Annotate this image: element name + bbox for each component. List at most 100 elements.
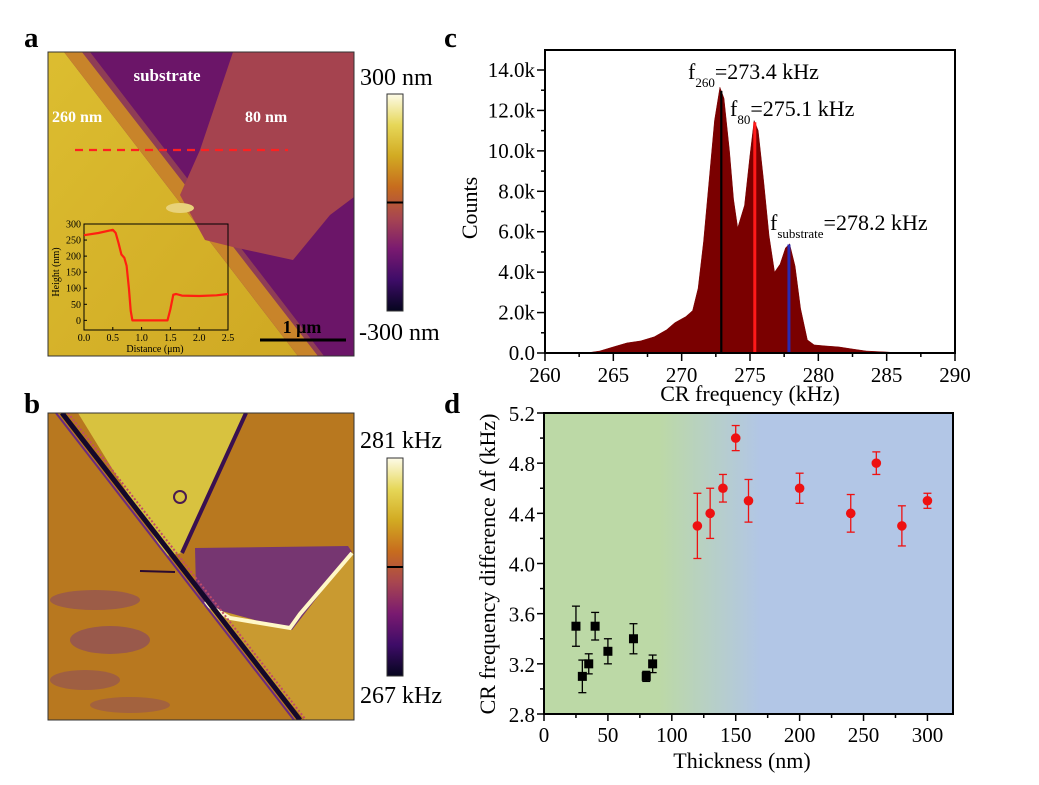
frequency-colorbar-max-label: 281 kHz [360, 428, 442, 454]
histogram-x-tick-label: 265 [598, 363, 630, 387]
square-marker [603, 646, 613, 656]
inset-y-tick-label: 150 [66, 268, 81, 279]
annotation-fsubstrate: fsubstrate=278.2 kHz [770, 210, 928, 241]
circle-marker [730, 433, 741, 443]
square-marker [584, 659, 594, 669]
data-point-thick [705, 487, 715, 540]
histogram-x-tick-label: 285 [871, 363, 903, 387]
scatter-y-axis-label: CR frequency difference Δf (kHz) [475, 414, 500, 715]
data-point-thick [692, 492, 703, 560]
data-point-thin [628, 623, 638, 655]
frequency-colorbar-min-label: 267 kHz [360, 683, 442, 709]
inset-x-tick-label: 2.5 [222, 333, 235, 344]
square-marker [577, 671, 587, 681]
height-colorbar-max-label: 300 nm [360, 65, 433, 91]
inset-y-tick-label: 200 [66, 252, 81, 263]
histogram-x-tick-label: 275 [734, 363, 766, 387]
annotation-f80: f80=275.1 kHz [730, 96, 855, 127]
square-marker [571, 621, 581, 631]
inset-x-tick-label: 1.5 [164, 333, 177, 344]
histogram-y-tick-label: 6.0k [498, 220, 535, 244]
histogram-y-tick-label: 4.0k [498, 260, 535, 284]
annotation-f260-subscript: 260 [695, 75, 715, 90]
scatter-x-tick-label: 150 [720, 723, 752, 747]
inset-x-axis-label: Distance (μm) [126, 344, 183, 355]
panel-label-c: c [444, 22, 457, 54]
square-marker [628, 634, 638, 644]
histogram-x-tick-label: 280 [803, 363, 835, 387]
data-point-thin [584, 653, 594, 675]
histogram-y-tick-label: 0.0 [509, 341, 535, 365]
scatter-y-tick-label: 3.6 [509, 603, 535, 627]
inset-height-profile-chart: Distance (μm) Height (nm) 0.0 0.5 1.0 1.5 2.… [51, 220, 234, 356]
scatter-x-axis-label: Thickness (nm) [673, 748, 810, 773]
inset-x-tick-label: 0.0 [78, 333, 91, 344]
data-point-thin [603, 638, 613, 665]
scatter-x-tick-label: 100 [656, 723, 688, 747]
circle-marker [794, 483, 805, 494]
data-point-thick [922, 492, 933, 509]
scatter-background-gradient [544, 413, 953, 714]
inset-y-tick-label: 250 [66, 236, 81, 247]
circle-marker [743, 495, 754, 506]
square-marker [590, 621, 600, 631]
scatter-y-tick-label: 2.8 [509, 703, 535, 727]
histogram-x-tick-label: 270 [666, 363, 698, 387]
histogram-y-tick-label: 2.0k [498, 301, 535, 325]
panel-label-a: a [24, 22, 39, 54]
substrate-label: substrate [133, 66, 201, 85]
data-point-thin [571, 605, 581, 647]
inset-y-axis-label: Height (nm) [51, 247, 62, 296]
histogram-x-axis-label: CR frequency (kHz) [660, 381, 840, 406]
data-point-thick [897, 505, 907, 547]
panel-label-b: b [24, 388, 40, 420]
histogram-y-tick-label: 14.0k [488, 58, 536, 82]
inset-y-tick-label: 100 [66, 284, 81, 295]
circle-marker [718, 483, 728, 494]
frequency-difference-scatter-chart: Thickness (nm) CR frequency difference Δ… [475, 402, 954, 773]
scatter-x-tick-label: 50 [597, 723, 618, 747]
square-marker [641, 671, 651, 681]
cr-frequency-map-image [48, 413, 354, 720]
scatter-x-tick-label: 250 [848, 723, 880, 747]
scale-bar-label: 1 μm [283, 317, 322, 337]
inset-profile-line [83, 228, 229, 322]
histogram-y-tick-label: 12.0k [488, 98, 536, 122]
circle-marker [692, 521, 703, 531]
scatter-y-tick-label: 5.2 [509, 402, 535, 426]
data-point-thick [730, 424, 741, 452]
annotation-f260-value: =273.4 kHz [715, 59, 819, 84]
inset-x-tick-label: 2.0 [193, 333, 206, 344]
data-point-thick [845, 493, 856, 533]
annotation-f80-value: =275.1 kHz [750, 96, 854, 121]
circle-marker [897, 521, 907, 531]
histogram-x-tick-label: 260 [529, 363, 561, 387]
inset-y-tick-label: 0 [76, 316, 81, 327]
scatter-x-tick-label: 200 [784, 723, 816, 747]
square-marker [648, 659, 658, 669]
scatter-y-tick-label: 4.0 [509, 553, 535, 577]
annotation-fsubstrate-value: =278.2 kHz [824, 210, 928, 235]
annotation-f260: f260=273.4 kHz [688, 59, 819, 90]
data-point-thick [871, 451, 882, 476]
scatter-y-tick-label: 3.2 [509, 653, 535, 677]
data-point-thin [590, 611, 600, 641]
data-point-thin [648, 654, 658, 674]
data-point-thick [718, 473, 728, 503]
scatter-plot-frame [543, 412, 954, 715]
inset-x-tick-label: 0.5 [107, 333, 120, 344]
inset-y-tick-label: 300 [66, 220, 81, 231]
circle-marker [845, 508, 856, 519]
annotation-fsubstrate-subscript: substrate [777, 226, 823, 241]
inset-plot-frame [83, 223, 229, 331]
data-point-thin [641, 670, 651, 683]
circle-marker [871, 458, 882, 468]
histogram-y-tick-label: 8.0k [498, 179, 535, 203]
annotation-fsubstrate-symbol: f [770, 210, 778, 235]
histogram-area [585, 86, 901, 354]
circle-marker [922, 495, 933, 506]
scatter-y-tick-label: 4.4 [509, 502, 536, 526]
height-colorbar-min-label: -300 nm [359, 320, 440, 346]
circle-marker [705, 508, 715, 519]
